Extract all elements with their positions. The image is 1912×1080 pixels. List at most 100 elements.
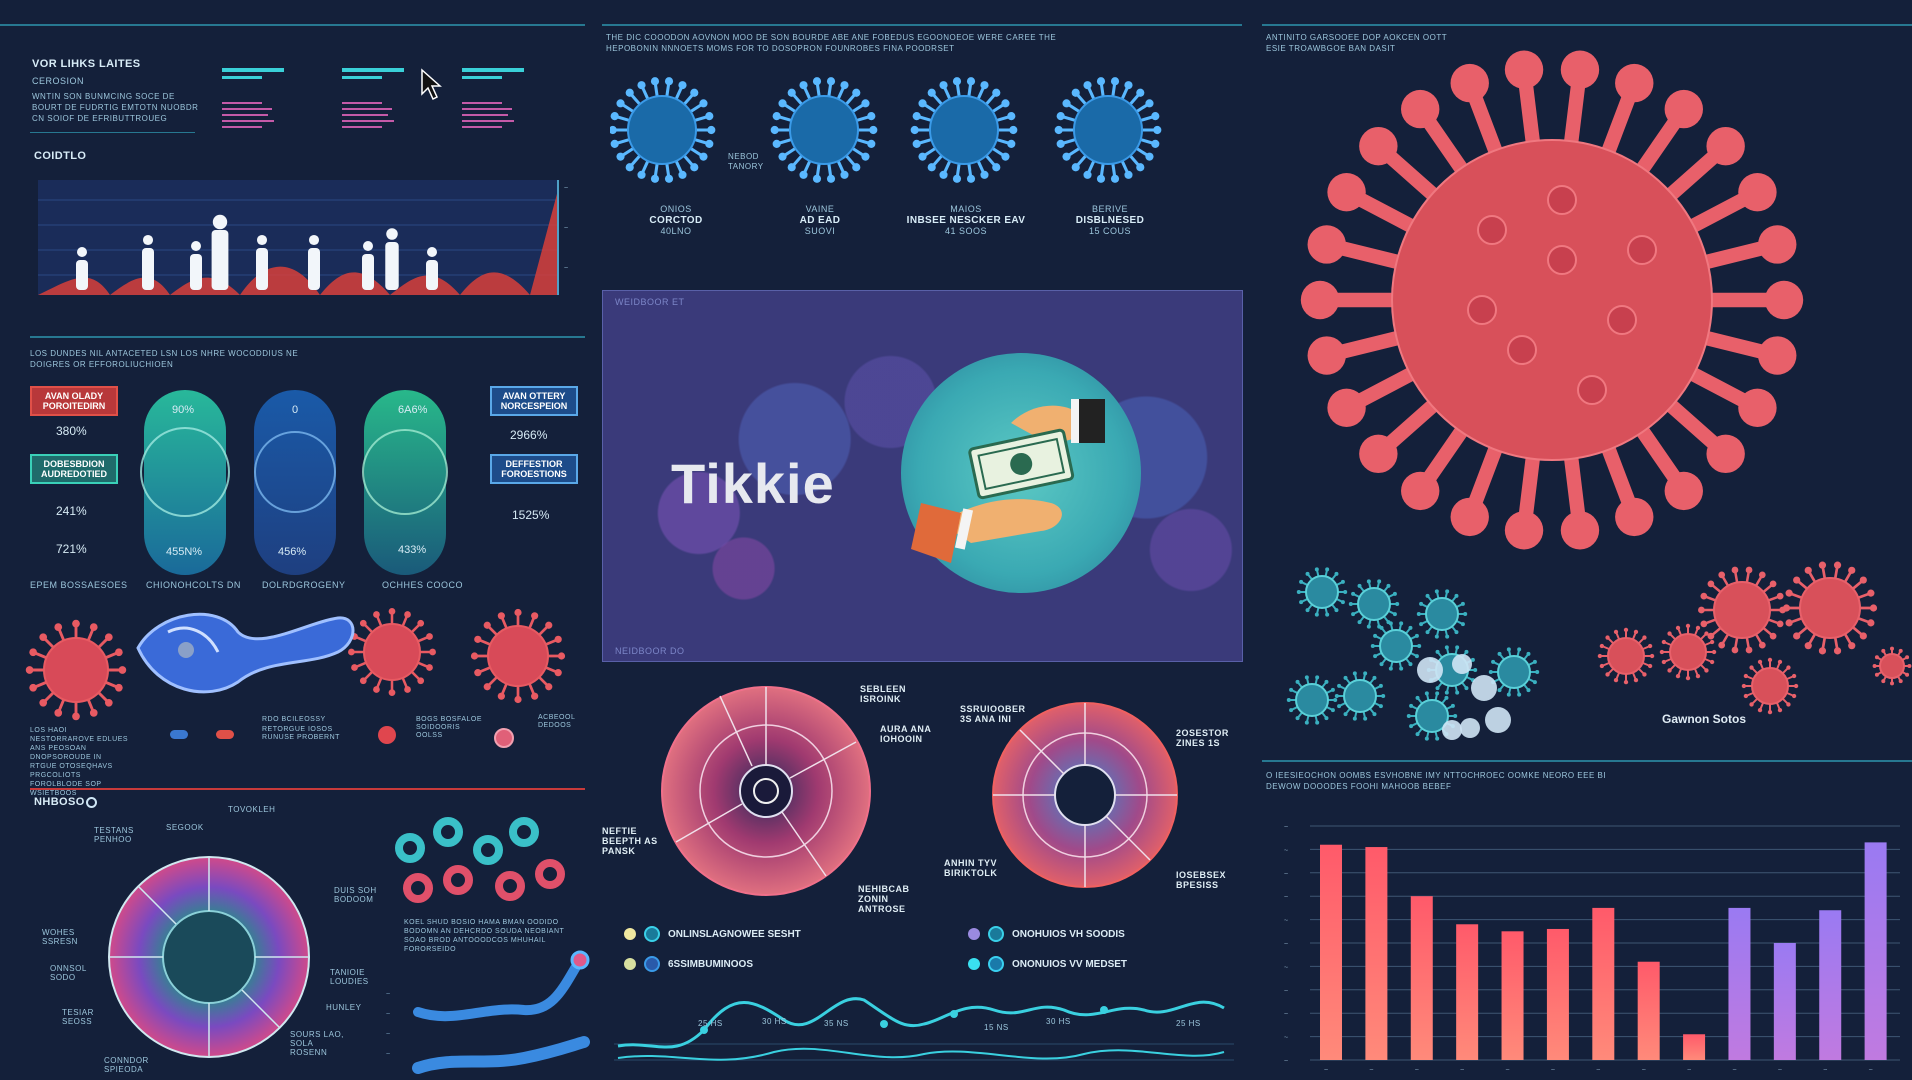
y-tick-label: ~ bbox=[1284, 941, 1288, 948]
virus-particle bbox=[1416, 589, 1468, 639]
donut-label-10: SOURS LAO, SOLA ROSENN bbox=[290, 1030, 344, 1057]
legend-item-3: BOGS BOSFALOE SOIDOORIS OOLSS bbox=[416, 716, 483, 739]
person-icon bbox=[308, 234, 320, 290]
legend-label-1: ONLINSLAGNOWEE SESHT bbox=[668, 928, 801, 940]
y-tick-label: ~ bbox=[1284, 824, 1288, 831]
payment-circle bbox=[901, 353, 1141, 593]
x-tick-label: ~ bbox=[1551, 1067, 1555, 1074]
cell-bubble bbox=[1452, 654, 1472, 674]
svg-text:~: ~ bbox=[564, 225, 568, 232]
virus-card-2-sub: SUOVI bbox=[804, 226, 836, 236]
x-tick-label: ~ bbox=[1415, 1067, 1419, 1074]
pie2-label-3: ANHIN TYV BIRIKTOLK bbox=[944, 858, 998, 878]
donut-label-11: CONNDOR SPIEODA bbox=[104, 1056, 149, 1074]
virus-particle bbox=[1286, 675, 1338, 725]
pie1-label-3: NEFTIE BEEPTH AS PANSK bbox=[602, 826, 658, 856]
virus-particle bbox=[1348, 579, 1400, 629]
pie1-label-1: SEBLEEN ISROINK bbox=[860, 684, 907, 704]
x-tick-label: ~ bbox=[1687, 1067, 1691, 1074]
lung-illustration bbox=[136, 612, 355, 694]
people-chart-label: COIDTLO bbox=[34, 150, 87, 162]
donut-label-3: TESTANS PENHOO bbox=[94, 826, 134, 844]
virus-particle bbox=[910, 77, 1018, 183]
x-tick-label: ~ bbox=[1460, 1067, 1464, 1074]
virus-particle bbox=[1597, 627, 1655, 685]
bar bbox=[1365, 847, 1388, 1060]
people-chart: ~ ~ ~ bbox=[38, 180, 568, 295]
person-icon bbox=[190, 241, 202, 290]
left-pct-1: 380% bbox=[56, 424, 87, 438]
left-bottom-label: NHBOSO bbox=[34, 796, 85, 808]
divider bbox=[602, 24, 1242, 26]
y-tick-label: ~ bbox=[1284, 1011, 1288, 1018]
left-donut bbox=[108, 856, 310, 1058]
virus-card-2: VAINE AD EAD SUOVI bbox=[760, 204, 880, 237]
virus-card-4: BERIVE DISBLNESED 15 COUS bbox=[1050, 204, 1170, 237]
virus-card-3-title: INBSEE NESCKER EAV bbox=[906, 215, 1026, 226]
x-tick-label: ~ bbox=[1506, 1067, 1510, 1074]
donut-label-2: SEGOOK bbox=[166, 823, 204, 832]
donut-label-5: WOHES SSRESN bbox=[42, 928, 78, 946]
x-tick-label: ~ bbox=[1324, 1067, 1328, 1074]
left-top-info: VOR LIHKS LAITES CEROSION WNTIN SON BUNM… bbox=[32, 58, 202, 124]
virus-card-1-title: CORCTOD bbox=[649, 215, 703, 226]
virus-cluster bbox=[1286, 561, 1912, 741]
legend-pill-blue bbox=[170, 730, 188, 739]
svg-text:~: ~ bbox=[386, 991, 390, 998]
person-icon bbox=[211, 214, 229, 290]
virus-particle bbox=[610, 77, 716, 183]
virus-particle bbox=[1872, 646, 1912, 686]
left-pct-3: 721% bbox=[56, 542, 87, 556]
hand-money-icon bbox=[911, 399, 1105, 563]
hero-footer: NEIDBOOR DO bbox=[615, 646, 685, 656]
person-icon bbox=[256, 234, 268, 290]
virus-particle bbox=[1300, 50, 1804, 550]
mid-top-caption: THE DIC COOODON AOVNON MOO DE SON BOURDE… bbox=[606, 33, 1057, 53]
bar bbox=[1592, 907, 1615, 1060]
oval-caption-2: CHIONOHCOLTS DN bbox=[146, 580, 241, 590]
pie1-label-4: NEHIBCAB ZONIN ANTROSE bbox=[858, 884, 910, 914]
x-tick-label: ~ bbox=[1642, 1067, 1646, 1074]
virus-surface-dots bbox=[1467, 185, 1657, 405]
virus-card-3: MAIOS INBSEE NESCKER EAV 41 SOOS bbox=[886, 204, 1046, 237]
legend-row-3: ONOHUIOS VH SOODIS bbox=[968, 926, 1125, 942]
legend-dot-icon bbox=[624, 958, 636, 970]
virus-card-2-title: AD EAD bbox=[799, 215, 841, 226]
x-tick-label: ~ bbox=[1823, 1067, 1827, 1074]
brand-hero-panel: WEIDBOOR ET Tikkie NEIDBOOR DO bbox=[602, 290, 1243, 662]
mouse-cursor-icon bbox=[421, 68, 442, 101]
bar bbox=[1546, 928, 1569, 1060]
virus-card-4-title: DISBLNESED bbox=[1075, 215, 1145, 226]
wave-label-4: 15 NS bbox=[984, 1023, 1009, 1032]
person-icon bbox=[385, 228, 399, 290]
right-pct-1: 2966% bbox=[510, 428, 548, 442]
divider bbox=[1262, 24, 1912, 26]
legend-dot-red bbox=[378, 726, 396, 744]
person-icon bbox=[76, 247, 88, 290]
large-virus-illustration bbox=[1300, 50, 1804, 550]
oval-top-value-1: 90% bbox=[172, 404, 195, 416]
oval-caption-4: OCHHES COOCO bbox=[382, 580, 464, 590]
svg-text:~: ~ bbox=[386, 1011, 390, 1018]
pie2-label-2: 2OSESTOR ZINES 1S bbox=[1176, 728, 1229, 748]
pie2-label-4: IOSEBSEX BPESISS bbox=[1176, 870, 1227, 890]
virus-row-left bbox=[25, 608, 566, 721]
y-tick-label: ~ bbox=[1284, 847, 1288, 854]
virus-particle bbox=[470, 608, 566, 704]
y-tick-label: ~ bbox=[1284, 871, 1288, 878]
virus-particle bbox=[1370, 621, 1422, 671]
oval-bottom-value-2: 456% bbox=[278, 546, 307, 558]
left-pct-2: 241% bbox=[56, 504, 87, 518]
virus-particle bbox=[1741, 657, 1799, 715]
x-tick-label: ~ bbox=[1869, 1067, 1873, 1074]
virus-particle bbox=[1296, 567, 1348, 617]
donut-label-9: TESIAR SEOSS bbox=[62, 1008, 94, 1026]
legend-dot-icon bbox=[968, 958, 980, 970]
mini-stats-graphic bbox=[222, 68, 524, 128]
wave-label-1: 25 HS bbox=[698, 1019, 723, 1028]
virus-card-1-sub: 40LNO bbox=[660, 226, 692, 236]
left-bottom-caption: KOEL SHUD BOSIO HAMA BMAN OODIDO BODOMN … bbox=[404, 919, 565, 953]
legend-dot-icon bbox=[968, 928, 980, 940]
virus-card-4-top: BERIVE bbox=[1091, 204, 1128, 214]
pie2-label-1: SSRUIOOBER 3S ANA INI bbox=[960, 704, 1026, 724]
